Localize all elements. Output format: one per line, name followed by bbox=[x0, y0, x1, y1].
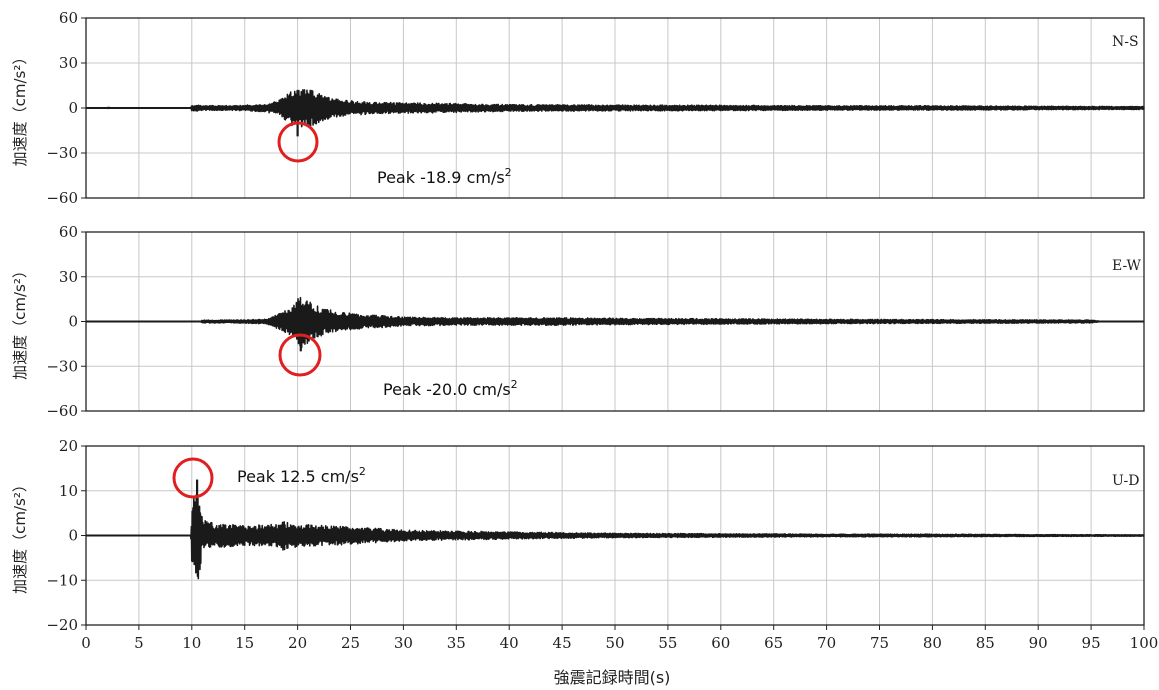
peak-annotation: Peak -18.9 cm/s2 bbox=[377, 166, 512, 187]
y-tick-label: 0 bbox=[68, 527, 78, 545]
peak-annotation: Peak -20.0 cm/s2 bbox=[383, 378, 518, 399]
y-tick-label: 30 bbox=[59, 54, 78, 72]
y-tick-label: −60 bbox=[46, 402, 78, 420]
x-tick-label: 75 bbox=[870, 634, 889, 652]
y-tick-label: −30 bbox=[46, 357, 78, 375]
y-tick-label: 0 bbox=[68, 99, 78, 117]
y-tick-label: −60 bbox=[46, 189, 78, 207]
x-tick-label: 70 bbox=[817, 634, 836, 652]
x-tick-label: 80 bbox=[923, 634, 942, 652]
y-tick-label: 0 bbox=[68, 313, 78, 331]
x-tick-label: 30 bbox=[394, 634, 413, 652]
x-tick-label: 10 bbox=[182, 634, 201, 652]
component-label: U-D bbox=[1112, 473, 1140, 489]
component-label: N-S bbox=[1112, 34, 1139, 50]
x-tick-label: 40 bbox=[500, 634, 519, 652]
y-tick-label: 60 bbox=[59, 9, 78, 27]
x-tick-label: 55 bbox=[658, 634, 677, 652]
x-axis: 0 5 10 15 20 25 30 35 40 45 50 55 60 65 70 75 80 85 90 95 10… bbox=[81, 625, 1158, 652]
panel-u-d: 20 10 0 −10 −20 加速度（cm/s²） U-D Peak 12.5 cm/s2 bbox=[11, 437, 1145, 634]
panels: 60 30 0 −30 −60 加速度（cm/s²） N-S Peak -18.9 cm/s2… bbox=[11, 9, 1145, 634]
y-tick-label: −20 bbox=[46, 616, 78, 634]
x-axis-label: 強震記録時間(s) bbox=[554, 668, 671, 687]
peak-annotation: Peak 12.5 cm/s2 bbox=[237, 465, 366, 486]
x-tick-label: 100 bbox=[1130, 634, 1159, 652]
x-tick-label: 65 bbox=[764, 634, 783, 652]
x-tick-label: 45 bbox=[553, 634, 572, 652]
x-tick-label: 50 bbox=[605, 634, 624, 652]
y-axis-label: 加速度（cm/s²） bbox=[11, 50, 29, 167]
y-tick-label: 10 bbox=[59, 482, 78, 500]
y-tick-label: −10 bbox=[46, 571, 78, 589]
x-tick-label: 95 bbox=[1082, 634, 1101, 652]
y-axis-label: 加速度（cm/s²） bbox=[11, 477, 29, 594]
y-tick-label: 20 bbox=[59, 437, 78, 455]
x-tick-label: 5 bbox=[134, 634, 144, 652]
x-tick-label: 0 bbox=[81, 634, 91, 652]
y-axis-label: 加速度（cm/s²） bbox=[11, 263, 29, 380]
x-tick-label: 35 bbox=[447, 634, 466, 652]
component-label: E-W bbox=[1112, 258, 1141, 274]
peak-marker-circle bbox=[172, 457, 214, 499]
panel-e-w: 60 30 0 −30 −60 加速度（cm/s²） E-W Peak -20.0 cm/s2 bbox=[11, 223, 1145, 420]
peak-marker-circle bbox=[278, 333, 322, 377]
panel-n-s: 60 30 0 −30 −60 加速度（cm/s²） N-S Peak -18.9 cm/s2 bbox=[11, 9, 1145, 207]
x-tick-label: 15 bbox=[235, 634, 254, 652]
x-tick-label: 85 bbox=[976, 634, 995, 652]
y-tick-label: 30 bbox=[59, 268, 78, 286]
x-tick-label: 20 bbox=[288, 634, 307, 652]
x-tick-label: 90 bbox=[1029, 634, 1048, 652]
x-tick-label: 25 bbox=[341, 634, 360, 652]
peak-marker-circle bbox=[277, 121, 319, 163]
x-tick-label: 60 bbox=[711, 634, 730, 652]
y-tick-label: −30 bbox=[46, 144, 78, 162]
y-tick-label: 60 bbox=[59, 223, 78, 241]
